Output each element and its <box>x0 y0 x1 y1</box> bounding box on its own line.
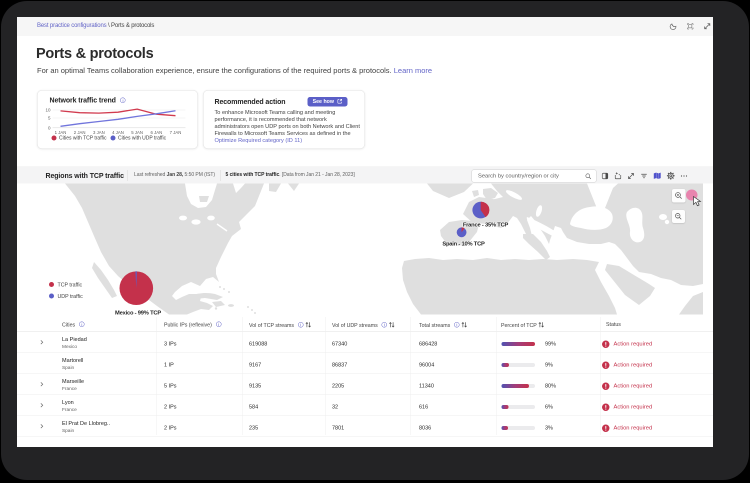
svg-text:3 JAN: 3 JAN <box>93 130 105 135</box>
svg-text:5: 5 <box>48 116 51 121</box>
svg-text:10: 10 <box>45 108 51 113</box>
svg-text:2 JAN: 2 JAN <box>74 130 86 135</box>
svg-text:4 JAN: 4 JAN <box>112 130 124 135</box>
svg-text:7 JAN: 7 JAN <box>170 130 182 135</box>
svg-text:0: 0 <box>48 125 51 130</box>
svg-text:1 JAN: 1 JAN <box>55 130 67 135</box>
svg-text:6 JAN: 6 JAN <box>150 130 162 135</box>
svg-text:5 JAN: 5 JAN <box>131 130 143 135</box>
